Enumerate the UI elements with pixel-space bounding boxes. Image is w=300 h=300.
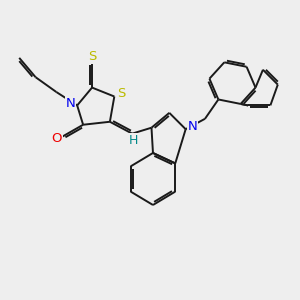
Text: N: N [66,97,76,110]
Text: O: O [52,132,62,145]
Text: H: H [129,134,138,147]
Text: S: S [118,87,126,100]
Text: N: N [187,120,197,133]
Text: S: S [88,50,96,64]
